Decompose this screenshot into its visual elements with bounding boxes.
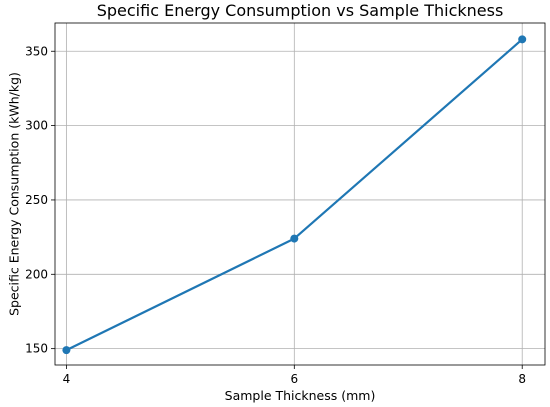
y-tick-label: 300 <box>25 119 48 133</box>
axes-ticks: 4 6 8 150 200 250 300 350 <box>25 44 526 386</box>
plot-frame <box>54 22 546 366</box>
x-tick-label: 8 <box>518 372 526 386</box>
y-tick-label: 250 <box>25 193 48 207</box>
x-tick-label: 6 <box>290 372 298 386</box>
data-point <box>62 346 71 355</box>
chart-title: Specific Energy Consumption vs Sample Th… <box>97 1 504 20</box>
y-tick-label: 350 <box>25 44 48 58</box>
y-axis-label: Specific Energy Consumption (kWh/kg) <box>6 72 21 316</box>
y-tick-label: 200 <box>25 267 48 281</box>
y-tick-label: 150 <box>25 342 48 356</box>
x-axis-label: Sample Thickness (mm) <box>225 388 376 403</box>
data-point <box>290 234 299 243</box>
data-point <box>518 35 527 44</box>
series-layer <box>62 35 527 355</box>
grid <box>55 23 545 365</box>
x-tick-label: 4 <box>63 372 71 386</box>
